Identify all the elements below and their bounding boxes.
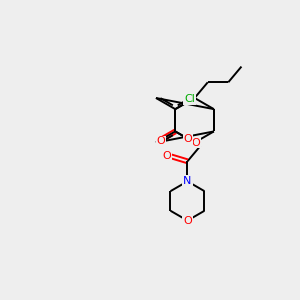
- Text: O: O: [162, 151, 171, 161]
- Text: O: O: [184, 134, 192, 144]
- Text: O: O: [157, 136, 165, 146]
- Text: O: O: [192, 138, 200, 148]
- Text: O: O: [183, 216, 192, 226]
- Text: Cl: Cl: [184, 94, 195, 104]
- Text: N: N: [183, 176, 192, 186]
